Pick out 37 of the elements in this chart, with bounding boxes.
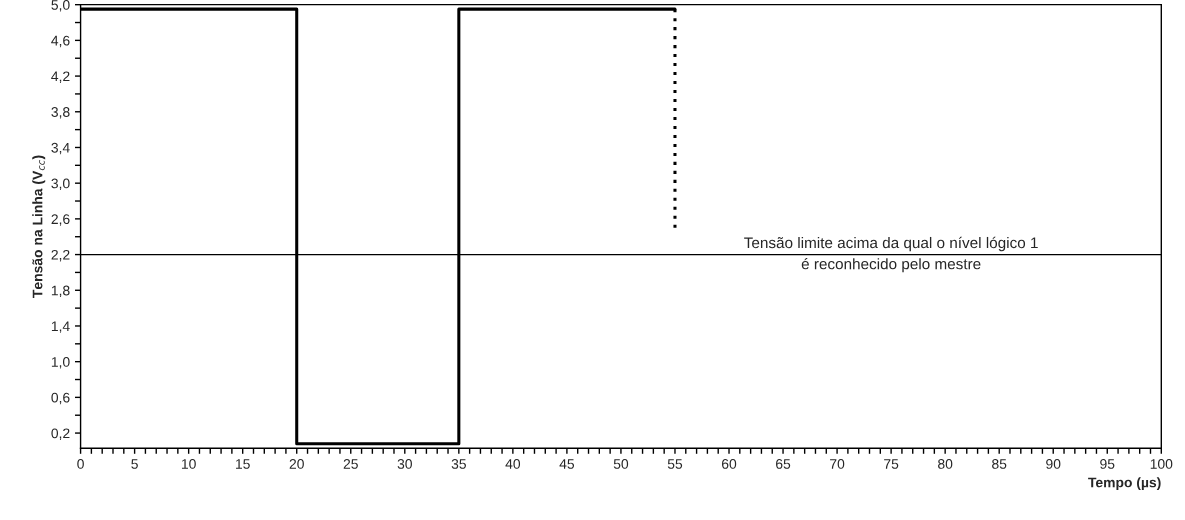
y-tick-label: 1,4 <box>51 321 70 333</box>
x-tick-label: 60 <box>721 459 737 469</box>
y-tick-label: 1,0 <box>51 357 70 369</box>
x-tick-label: 25 <box>343 459 358 469</box>
x-tick-label: 40 <box>505 459 521 469</box>
y-tick-label: 1,8 <box>51 285 70 298</box>
ref-line-label: Tensão limite acima da qual o nível lógico 1 é reconhecido pelo mestre <box>744 236 1038 273</box>
x-tick-label: 95 <box>1100 459 1115 469</box>
x-tick-label: 0 <box>77 459 84 469</box>
x-tick-label: 20 <box>289 459 304 469</box>
x-tick-label: 15 <box>236 459 250 469</box>
y-tick-label: 5,0 <box>51 0 70 12</box>
y-tick-label: 3,0 <box>51 178 70 190</box>
y-tick-label: 0,6 <box>51 392 70 405</box>
x-tick-label: 75 <box>884 459 899 469</box>
y-tick-label: 4,6 <box>51 35 70 48</box>
y-tick-label: 4,2 <box>51 71 70 83</box>
x-tick-label: 45 <box>559 459 575 469</box>
y-tick-label: 2,2 <box>51 249 70 262</box>
y-tick-label: 3,4 <box>51 142 70 155</box>
y-tick-label: 0,2 <box>51 428 70 440</box>
x-axis-title: Tempo (µs) <box>1088 477 1161 491</box>
x-tick-label: 85 <box>992 459 1007 469</box>
x-tick-label: 100 <box>1150 459 1173 469</box>
x-tick-label: 5 <box>131 459 138 469</box>
y-tick-label: 2,6 <box>51 214 70 226</box>
x-tick-label: 70 <box>830 459 845 469</box>
x-tick-label: 50 <box>613 459 629 469</box>
x-tick-label: 80 <box>938 459 953 469</box>
x-tick-label: 55 <box>667 459 683 469</box>
x-tick-label: 90 <box>1046 459 1061 469</box>
x-tick-label: 30 <box>397 459 412 469</box>
x-tick-label: 35 <box>451 459 466 469</box>
y-axis-title: Tensão na Linha (V$_{cc}$) <box>32 155 46 298</box>
y-tick-label: 3,8 <box>51 107 70 119</box>
x-tick-label: 65 <box>776 459 791 469</box>
x-tick-label: 10 <box>181 459 196 469</box>
